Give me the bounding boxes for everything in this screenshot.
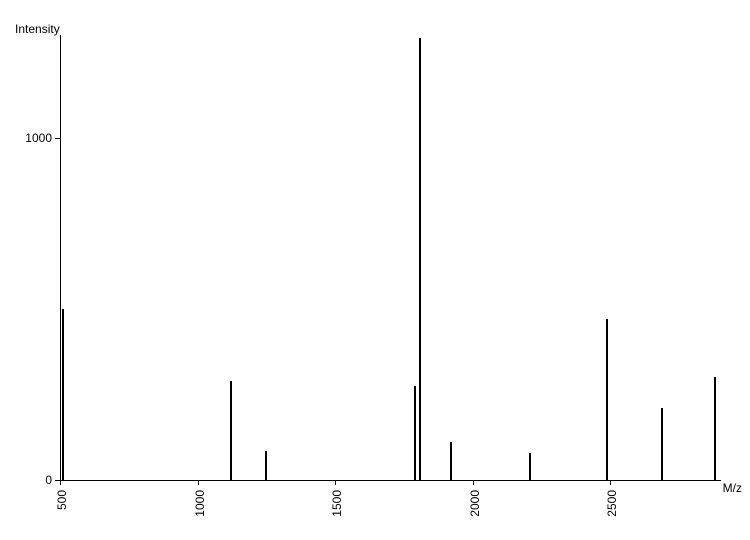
spectrum-peak: [714, 377, 716, 480]
x-tick-label: 1500: [330, 490, 344, 517]
spectrum-peak: [62, 309, 64, 480]
x-tick-mark: [473, 480, 474, 485]
y-tick-label: 0: [45, 473, 52, 487]
spectrum-peak: [450, 442, 452, 480]
x-tick-label: 2000: [468, 490, 482, 517]
x-tick-mark: [60, 480, 61, 485]
spectrum-peak: [419, 38, 421, 480]
spectrum-peak: [265, 451, 267, 480]
y-axis-label: Intensity: [15, 22, 60, 36]
x-tick-mark: [335, 480, 336, 485]
plot-area: [60, 35, 721, 481]
y-tick-label: 1000: [25, 131, 52, 145]
x-tick-label: 1000: [193, 490, 207, 517]
spectrum-peak: [230, 381, 232, 480]
x-tick-label: 2500: [605, 490, 619, 517]
chart-canvas: Intensity M/z 0 1000 500 1000 1500 2000 2500: [0, 0, 750, 540]
x-tick-label: 500: [55, 490, 69, 510]
x-axis-label: M/z: [723, 481, 742, 495]
spectrum-peak: [529, 453, 531, 480]
spectrum-peak: [661, 408, 663, 480]
spectrum-peak: [414, 386, 416, 480]
spectrum-peak: [606, 319, 608, 480]
x-tick-mark: [610, 480, 611, 485]
y-tick-mark: [55, 138, 60, 139]
x-tick-mark: [198, 480, 199, 485]
